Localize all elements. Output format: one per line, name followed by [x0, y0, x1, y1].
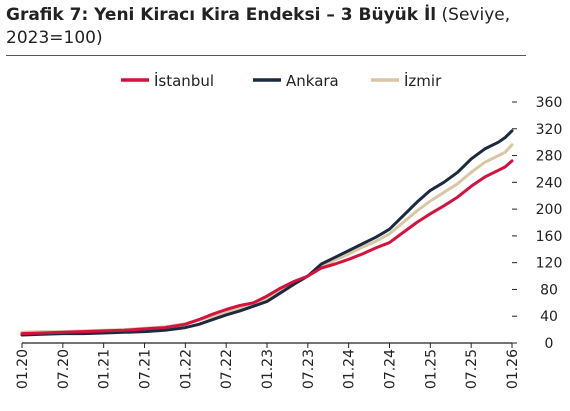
y-tick-label: 280: [536, 149, 563, 165]
series-line-ankara: [20, 129, 514, 337]
y-tick-label: 40: [540, 309, 558, 325]
x-tick-label: 01.24: [342, 349, 358, 389]
x-tick-label: 07.23: [301, 349, 317, 389]
y-tick-label: 320: [536, 122, 563, 138]
x-tick-label: 07.21: [138, 349, 154, 389]
x-tick-label: 07.20: [56, 349, 72, 389]
legend-label-izmir: İzmir: [404, 71, 442, 90]
chart-title-unit: (Seviye, 2023=100): [6, 5, 511, 48]
x-tick-label: 01.25: [423, 349, 439, 389]
x-tick-label: 01.23: [260, 349, 276, 389]
title-divider: [6, 55, 526, 56]
chart-legend: İstanbul Ankara İzmir: [121, 71, 442, 90]
x-tick-label: 07.25: [464, 349, 480, 389]
series-line-istanbul: [20, 159, 514, 336]
legend-label-ankara: Ankara: [286, 72, 339, 90]
y-tick-label: 360: [536, 95, 563, 111]
x-tick-label: 01.20: [15, 349, 31, 389]
x-axis: 01.20 07.20 01.21 07.21 01.22 07.22 01.23 07.23…: [15, 342, 521, 389]
y-tick-label: 120: [536, 256, 563, 272]
y-tick-label: 200: [536, 202, 563, 218]
x-tick-label: 01.22: [178, 349, 194, 389]
y-tick-label: 240: [536, 175, 563, 191]
plot-area: [20, 129, 514, 337]
y-axis: 0 40 80 120 160 200 240 280 320 360: [512, 95, 562, 352]
series-line-izmir: [20, 143, 514, 334]
x-tick-label: 07.22: [219, 349, 235, 389]
chart-title-bold: Grafik 7: Yeni Kiracı Kira Endeksi – 3 B…: [6, 5, 437, 25]
legend-label-istanbul: İstanbul: [154, 71, 214, 90]
y-tick-label: 80: [540, 282, 558, 298]
x-tick-label: 01.26: [505, 349, 521, 389]
x-tick-label: 01.21: [97, 349, 113, 389]
y-tick-label: 160: [536, 229, 563, 245]
x-tick-label: 07.24: [383, 349, 399, 389]
y-tick-label: 0: [545, 336, 554, 352]
chart-title: Grafik 7: Yeni Kiracı Kira Endeksi – 3 B…: [6, 4, 566, 50]
